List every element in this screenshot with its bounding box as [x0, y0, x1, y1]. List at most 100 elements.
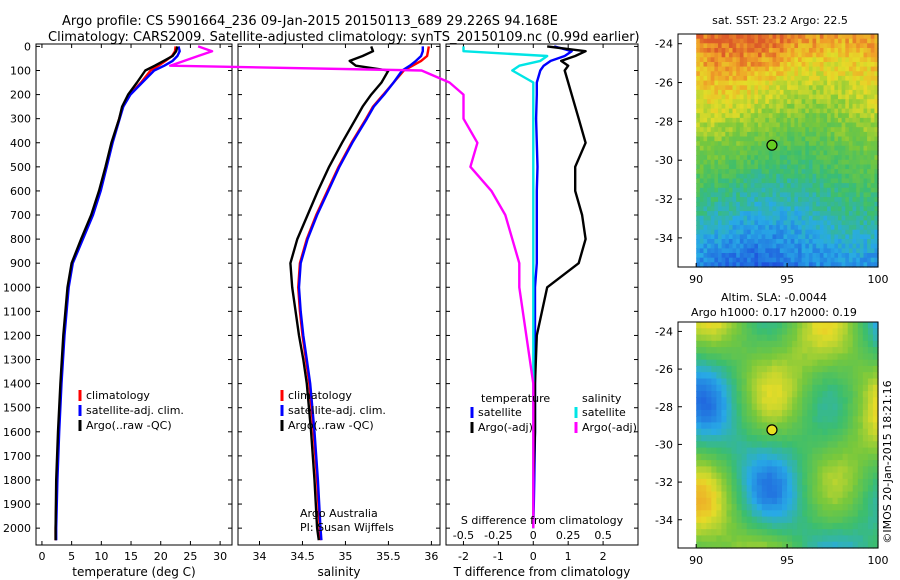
- map-cell: [751, 384, 758, 392]
- map-cell: [758, 215, 763, 221]
- map-cell: [862, 378, 869, 386]
- map-cell: [827, 491, 834, 499]
- map-cell: [721, 485, 728, 493]
- map-cell: [761, 145, 766, 152]
- map-cell: [726, 322, 733, 329]
- map-cell: [830, 239, 835, 245]
- map-cell: [754, 89, 759, 96]
- map-cell: [782, 378, 788, 386]
- map-cell: [819, 150, 824, 156]
- map-cell: [852, 460, 859, 467]
- map-cell: [756, 522, 763, 530]
- map-cell: [706, 365, 712, 373]
- map-cell: [870, 253, 875, 259]
- map-cell: [758, 57, 763, 63]
- map-cell: [710, 159, 715, 166]
- map-cell: [721, 535, 728, 543]
- map-cell: [714, 192, 719, 198]
- map-cell: [728, 262, 734, 268]
- map-cell: [870, 117, 875, 124]
- map-cell: [834, 122, 839, 128]
- map-cell: [703, 113, 708, 119]
- map-cell: [867, 62, 872, 68]
- map-cell: [830, 257, 835, 263]
- map-cell: [779, 192, 784, 198]
- map-cell: [807, 353, 813, 361]
- map-cell: [847, 447, 854, 455]
- map-cell: [771, 460, 778, 467]
- map-cell: [834, 234, 839, 240]
- map-cell: [714, 225, 719, 231]
- map-cell: [725, 169, 730, 175]
- map-cell: [852, 136, 857, 142]
- map-cell: [819, 229, 824, 235]
- map-cell: [787, 183, 792, 189]
- map-cell: [732, 229, 737, 235]
- map-cell: [874, 71, 879, 77]
- map-cell: [765, 220, 770, 226]
- map-cell: [716, 485, 723, 493]
- map-cell: [790, 169, 795, 175]
- map-cell: [827, 328, 834, 336]
- map-cell: [766, 359, 773, 367]
- map-cell: [848, 89, 854, 96]
- map-cell: [807, 340, 813, 348]
- map-cell: [827, 372, 834, 380]
- map-cell: [863, 52, 868, 58]
- map-cell: [808, 80, 814, 86]
- map-cell: [805, 145, 810, 152]
- map-cell: [801, 239, 806, 245]
- map-cell: [874, 80, 879, 86]
- map-cell: [812, 491, 818, 499]
- map-cell: [714, 201, 719, 208]
- map-cell: [845, 229, 850, 235]
- map-cell: [707, 38, 712, 44]
- map-cell: [797, 353, 803, 361]
- map-cell: [872, 397, 879, 405]
- map-cell: [808, 94, 814, 100]
- map-cell: [746, 328, 753, 336]
- map-cell: [777, 409, 783, 417]
- map-cell: [699, 211, 704, 217]
- map-cell: [714, 62, 719, 68]
- map-cell: [731, 504, 738, 511]
- map-cell: [776, 141, 781, 147]
- map-cell: [841, 66, 846, 72]
- map-cell: [848, 220, 854, 226]
- map-cell: [703, 145, 708, 152]
- map-cell: [830, 136, 835, 142]
- map-cell: [776, 145, 781, 152]
- map-cell: [857, 365, 864, 373]
- x-axis-label-salinity: S difference from climatology: [461, 514, 624, 527]
- map-cell: [792, 504, 798, 511]
- map-cell: [747, 243, 752, 249]
- map-cell: [758, 99, 763, 105]
- map-cell: [847, 510, 854, 518]
- map-cell: [766, 347, 773, 354]
- map-cell: [718, 75, 723, 82]
- map-cell: [801, 253, 806, 259]
- map-cell: [736, 94, 741, 100]
- map-cell: [725, 85, 730, 91]
- map-cell: [862, 522, 869, 530]
- map-cell: [772, 57, 777, 63]
- map-cell: [870, 197, 875, 203]
- map-cell: [754, 197, 759, 203]
- map-cell: [798, 75, 803, 82]
- map-cell: [830, 169, 835, 175]
- map-cell: [696, 211, 701, 217]
- map-cell: [732, 173, 737, 180]
- map-cell: [823, 201, 828, 208]
- map-cell: [765, 239, 770, 245]
- map-cell: [772, 159, 777, 166]
- map-y-tick-label: -26: [655, 363, 673, 376]
- map-cell: [743, 89, 748, 96]
- map-cell: [845, 234, 850, 240]
- map-cell: [832, 397, 839, 405]
- map-cell: [714, 131, 719, 138]
- map-cell: [711, 359, 717, 367]
- map-cell: [841, 108, 846, 114]
- map-cell: [732, 164, 737, 170]
- map-cell: [736, 504, 743, 511]
- map-cell: [721, 328, 728, 336]
